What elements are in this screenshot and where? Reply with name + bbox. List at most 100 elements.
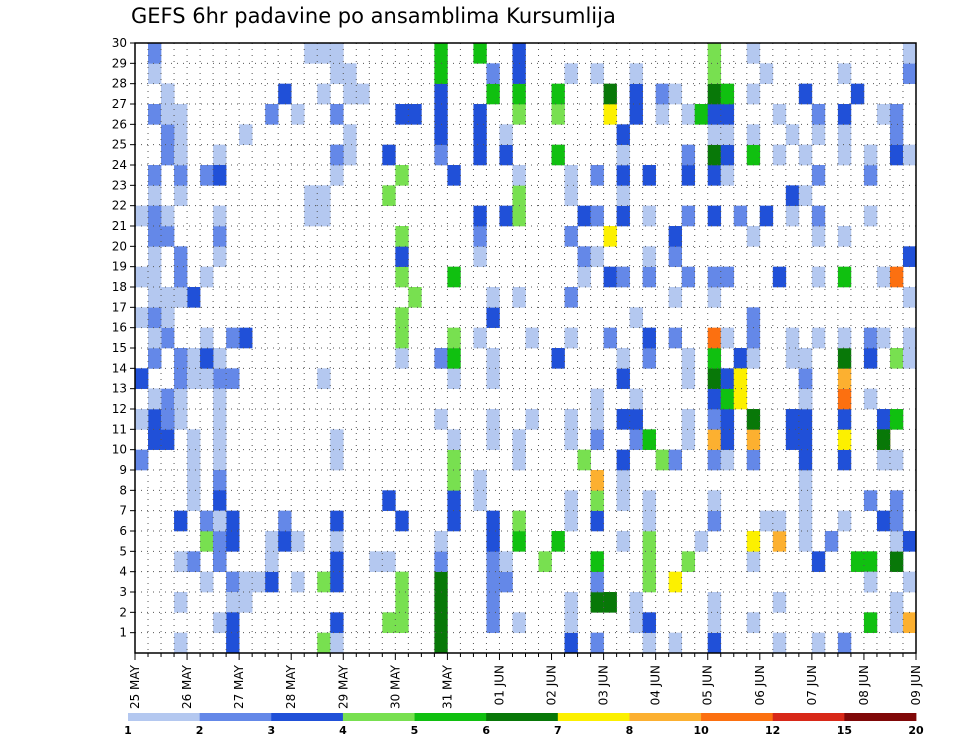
heatmap-cell: [720, 368, 735, 389]
heatmap-cell: [642, 246, 656, 267]
heatmap-cell: [863, 571, 878, 593]
x-tick-label: 09 JUN: [909, 665, 923, 705]
heatmap-cell: [733, 348, 748, 369]
heatmap-cell: [200, 531, 214, 552]
heatmap-cell: [512, 531, 526, 552]
heatmap-cell: [161, 409, 175, 430]
heatmap-cell: [746, 348, 761, 369]
heatmap-cell: [148, 226, 162, 247]
heatmap-cell: [863, 327, 878, 349]
colorbar-swatch: [128, 713, 201, 721]
heatmap-cell: [330, 551, 344, 572]
heatmap-cell: [590, 632, 604, 654]
heatmap-cell: [811, 266, 826, 288]
heatmap-cell: [629, 83, 643, 105]
heatmap-cell: [642, 551, 656, 572]
heatmap-cell: [850, 551, 865, 572]
heatmap-cell: [642, 348, 656, 369]
heatmap-cell: [551, 144, 565, 166]
heatmap-cell: [785, 185, 800, 206]
heatmap-cell: [798, 490, 813, 511]
heatmap-cell: [876, 104, 891, 125]
heatmap-cell: [512, 205, 526, 227]
heatmap-cell: [668, 226, 682, 247]
heatmap-cell: [564, 165, 578, 186]
heatmap-cell: [798, 510, 813, 532]
heatmap-cell: [213, 348, 227, 369]
heatmap-cell: [889, 348, 904, 369]
heatmap-cell: [174, 104, 188, 125]
heatmap-cell: [707, 348, 722, 369]
heatmap-cell: [577, 266, 591, 288]
heatmap-cell: [330, 449, 344, 471]
heatmap-cell: [161, 144, 175, 166]
heatmap-cell: [707, 409, 722, 430]
y-tick-label: 12: [112, 402, 127, 416]
heatmap-cell: [668, 83, 682, 105]
heatmap-cell: [577, 449, 591, 471]
heatmap-cell: [226, 327, 240, 349]
heatmap-cell: [239, 571, 253, 593]
heatmap-cell: [187, 449, 201, 471]
heatmap-cell: [174, 287, 188, 308]
y-tick-label: 19: [112, 260, 127, 274]
heatmap-cell: [499, 551, 513, 572]
heatmap-cell: [655, 104, 669, 125]
heatmap-cell: [213, 429, 227, 450]
heatmap-cell: [213, 205, 227, 227]
heatmap-cell: [148, 246, 162, 267]
heatmap-cell: [772, 632, 787, 654]
heatmap-cell: [863, 348, 878, 369]
heatmap-cell: [187, 551, 201, 572]
colorbar-level-label: 1: [124, 724, 132, 737]
heatmap-cell: [564, 409, 578, 430]
colorbar-level-label: 7: [554, 724, 562, 737]
heatmap-cell: [707, 287, 722, 308]
heatmap-cell: [785, 409, 800, 430]
heatmap-cell: [343, 144, 357, 166]
heatmap-cell: [434, 632, 448, 654]
heatmap-cell: [785, 429, 800, 450]
heatmap-cell: [746, 551, 761, 572]
heatmap-cell: [564, 63, 578, 84]
heatmap-cell: [486, 551, 500, 572]
heatmap-cell: [395, 307, 409, 328]
heatmap-cell: [668, 246, 682, 267]
x-tick-label: 05 JUN: [701, 665, 715, 705]
heatmap-cell: [837, 104, 852, 125]
heatmap-cell: [369, 551, 383, 572]
heatmap-cell: [499, 205, 513, 227]
heatmap-cell: [811, 165, 826, 186]
heatmap-cell: [590, 592, 604, 613]
heatmap-cell: [681, 551, 696, 572]
heatmap-cell: [330, 165, 344, 186]
heatmap-cell: [525, 409, 539, 430]
x-tick-label: 02 JUN: [545, 665, 559, 705]
x-tick-label: 30 MAY: [388, 664, 402, 709]
heatmap-cell: [551, 83, 565, 105]
heatmap-cell: [564, 510, 578, 532]
heatmap-cell: [226, 632, 240, 654]
heatmap-cell: [564, 226, 578, 247]
heatmap-cell: [447, 510, 461, 532]
heatmap-cell: [889, 531, 904, 552]
heatmap-cell: [746, 43, 761, 64]
heatmap-cell: [213, 612, 227, 633]
heatmap-cell: [876, 449, 891, 471]
heatmap-cell: [720, 409, 735, 430]
heatmap-cell: [213, 368, 227, 389]
heatmap-cell: [200, 348, 214, 369]
heatmap-cell: [135, 409, 149, 430]
heatmap-cell: [317, 368, 331, 389]
heatmap-cell: [174, 144, 188, 166]
heatmap-cell: [616, 348, 630, 369]
heatmap-cell: [551, 104, 565, 125]
heatmap-cell: [863, 551, 878, 572]
heatmap-cell: [161, 388, 175, 410]
heatmap-cell: [642, 531, 656, 552]
heatmap-cell: [408, 287, 422, 308]
heatmap-cell: [434, 612, 448, 633]
heatmap-cell: [590, 429, 604, 450]
heatmap-cell: [863, 490, 878, 511]
colorbar-level-label: 5: [411, 724, 419, 737]
